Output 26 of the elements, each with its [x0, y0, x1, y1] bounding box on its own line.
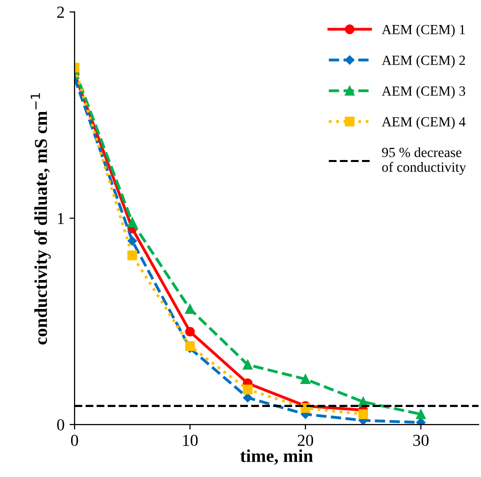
y-axis-title: conductivity of diluate, mS cm$^{−1}$: [30, 93, 51, 344]
legend-label: AEM (CEM) 1: [382, 24, 465, 38]
point: [243, 393, 252, 402]
point: [300, 374, 310, 384]
x-tick-label: 30: [413, 434, 429, 446]
point: [185, 326, 195, 337]
point: [242, 360, 253, 370]
x-tick-label: 10: [183, 434, 198, 446]
y-tick-label: 0: [57, 419, 64, 430]
legend-label: 95 % decrease of conductivity: [382, 147, 466, 175]
x-axis-title: time, min: [240, 449, 313, 465]
point: [185, 341, 195, 351]
x-tick-label: 0: [71, 434, 78, 446]
point: [128, 236, 137, 246]
legend-label: AEM (CEM) 2: [382, 55, 465, 68]
legend-label: AEM (CEM) 3: [382, 86, 466, 99]
point: [185, 304, 195, 314]
y-tick-label: 2: [57, 6, 64, 18]
point: [358, 409, 368, 420]
point: [127, 217, 138, 228]
y-tick-label: 1: [58, 213, 64, 224]
x-tick-label: 20: [298, 434, 314, 446]
legend-label: AEM (CEM) 4: [382, 116, 466, 130]
point: [127, 250, 138, 260]
point: [416, 409, 426, 420]
point: [242, 384, 253, 394]
